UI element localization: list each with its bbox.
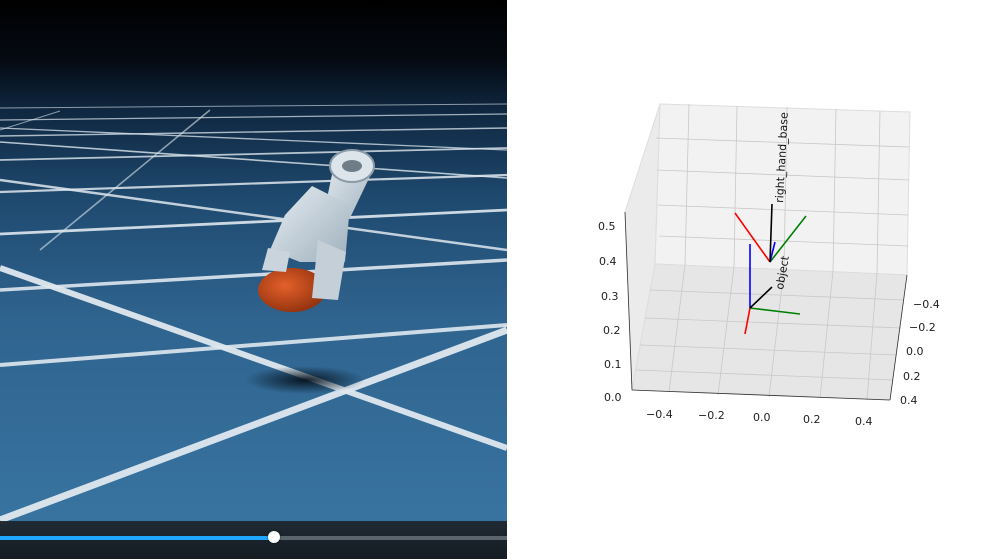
- frame-label-right-hand-base: right_hand_base: [773, 112, 791, 204]
- frame-axis-x: [734, 212, 771, 263]
- video-scrubber-handle[interactable]: [267, 531, 280, 543]
- frame-right-hand-base: [734, 203, 807, 263]
- z-tick-labels: 0.0 0.1 0.2 0.3 0.4 0.5: [598, 220, 622, 404]
- frame-axis-x: [744, 307, 751, 335]
- x-tick-labels: −0.4 −0.2 0.0 0.2 0.4: [646, 408, 873, 428]
- frame-plot-panel: 0.0 0.1 0.2 0.3 0.4 0.5 −0.4 −0.2 0.0 0.…: [507, 0, 990, 559]
- video-controls: [0, 521, 507, 559]
- z-tick-label: 0.0: [604, 391, 622, 404]
- frame-plot-3d: 0.0 0.1 0.2 0.3 0.4 0.5 −0.4 −0.2 0.0 0.…: [598, 103, 940, 428]
- plot-grid: [635, 103, 910, 401]
- x-tick-label: −0.2: [698, 409, 725, 422]
- frame-axis-y: [749, 307, 801, 315]
- x-tick-label: −0.4: [646, 408, 673, 421]
- plot-pane-floor: [631, 263, 908, 401]
- frame-axis-link: [749, 286, 773, 309]
- frame-label-object: object: [773, 254, 792, 290]
- z-tick-label: 0.4: [599, 255, 617, 268]
- y-tick-label: 0.4: [900, 394, 918, 407]
- floor-grid: [0, 103, 507, 524]
- hand-shadow: [245, 366, 365, 394]
- z-tick-label: 0.1: [604, 358, 622, 371]
- simulation-scene: [0, 103, 507, 524]
- frame-axis-y: [769, 215, 807, 263]
- z-tick-label: 0.5: [598, 220, 616, 233]
- x-tick-label: 0.0: [753, 411, 771, 424]
- y-tick-label: 0.0: [906, 345, 924, 358]
- frame-axis-link: [769, 203, 773, 263]
- robot-hand: [262, 149, 375, 300]
- z-tick-label: 0.3: [601, 290, 619, 303]
- x-tick-label: 0.2: [803, 413, 821, 426]
- plot-axes: [624, 211, 908, 401]
- video-progress-bar[interactable]: [0, 536, 507, 540]
- object-ball: [258, 268, 326, 312]
- z-tick-label: 0.2: [603, 324, 621, 337]
- frame-object: [744, 244, 801, 335]
- x-tick-label: 0.4: [855, 415, 873, 428]
- y-tick-label: 0.2: [903, 370, 921, 383]
- video-progress-fill: [0, 536, 274, 540]
- simulation-viewport[interactable]: [0, 0, 507, 559]
- y-tick-label: −0.2: [909, 321, 936, 334]
- y-tick-label: −0.4: [913, 298, 940, 311]
- y-tick-labels: −0.4 −0.2 0.0 0.2 0.4: [900, 298, 940, 407]
